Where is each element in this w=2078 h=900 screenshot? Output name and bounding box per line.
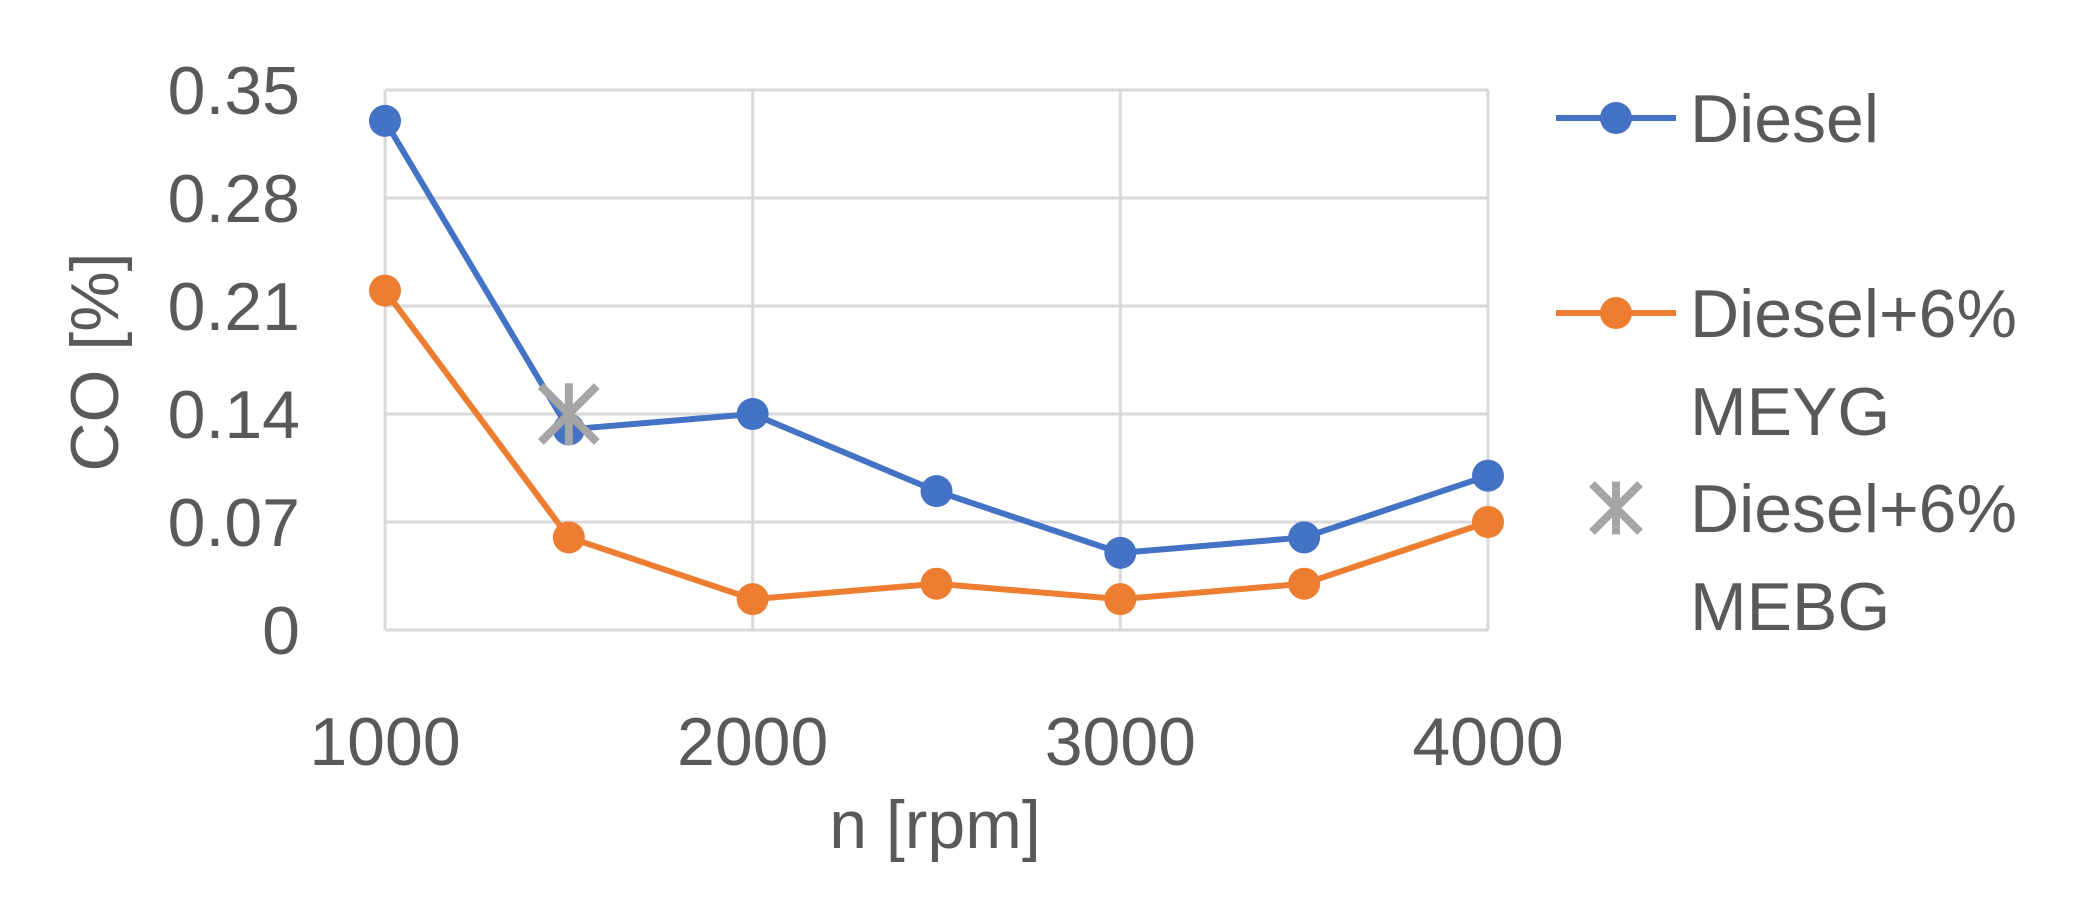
y-axis-title: CO [%]	[57, 252, 133, 471]
legend-marker-1	[1600, 297, 1632, 329]
series-group	[369, 104, 1504, 616]
legend-entry-1: Diesel+6% MEYG	[1556, 276, 2017, 450]
x-axis-ticks: 1000 2000 3000 4000	[309, 704, 1563, 780]
y-tick-label-2: 0.14	[168, 377, 300, 453]
series-line-1	[382, 288, 1489, 603]
y-tick-label-5: 0.35	[168, 53, 300, 129]
series-0-point-3	[920, 475, 953, 508]
legend-entry-0: Diesel	[1556, 81, 1879, 157]
x-tick-label-2: 3000	[1045, 704, 1196, 780]
legend-label-1-1: MEYG	[1690, 374, 1890, 450]
series-0-point-6	[1472, 459, 1504, 492]
legend-marker-2	[1589, 481, 1643, 535]
series-2-point-0	[538, 383, 600, 445]
grid-lines	[383, 88, 1490, 632]
series-2	[538, 383, 600, 445]
legend: Diesel Diesel+6% MEYG Diesel+6% MEBG	[1556, 81, 2017, 645]
series-1-point-5	[1288, 567, 1321, 600]
legend-label-2-1: MEBG	[1690, 569, 1890, 645]
y-tick-label-0: 0	[262, 593, 300, 669]
series-1-point-6	[1472, 506, 1504, 538]
series-1-point-0	[369, 274, 401, 307]
series-1-point-4	[1104, 583, 1137, 616]
series-0-point-4	[1104, 536, 1137, 569]
legend-label-2-0: Diesel+6%	[1690, 471, 2017, 547]
legend-label-1-0: Diesel+6%	[1690, 276, 2017, 352]
x-tick-label-0: 1000	[309, 704, 460, 780]
x-axis-title: n [rpm]	[829, 787, 1041, 863]
legend-label-0-0: Diesel	[1690, 81, 1879, 157]
series-0-point-2	[736, 398, 769, 430]
legend-marker-0	[1600, 102, 1632, 134]
x-tick-label-3: 4000	[1412, 704, 1563, 780]
y-axis-ticks: 0 0.07 0.14 0.21 0.28 0.35	[168, 53, 300, 669]
series-1-point-3	[920, 567, 953, 600]
series-1	[369, 274, 1504, 616]
series-0-point-0	[369, 104, 401, 137]
legend-entry-2: Diesel+6% MEBG	[1589, 471, 2017, 645]
y-tick-label-3: 0.21	[168, 269, 300, 345]
series-1-point-1	[552, 521, 585, 554]
y-tick-label-1: 0.07	[168, 485, 300, 561]
x-tick-label-1: 2000	[677, 704, 828, 780]
series-0-point-5	[1288, 521, 1321, 554]
y-tick-label-4: 0.28	[168, 161, 300, 237]
series-1-point-2	[736, 583, 769, 616]
